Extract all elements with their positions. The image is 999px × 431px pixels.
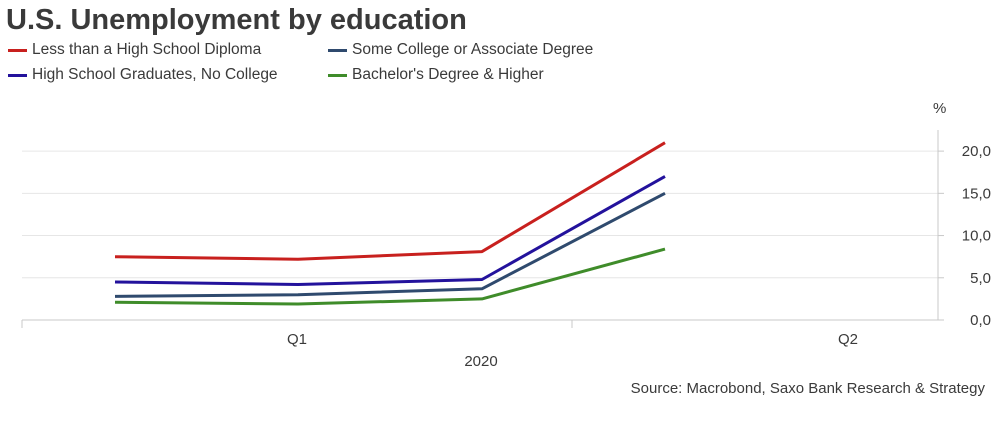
series-line-1: [114, 175, 666, 286]
y-tick-label: 0,0: [970, 312, 991, 329]
series-line-0: [114, 141, 666, 261]
legend-item-bachelors-degree: Bachelor's Degree & Higher: [328, 66, 544, 84]
legend-label: Bachelor's Degree & Higher: [352, 66, 544, 83]
source-note: Source: Macrobond, Saxo Bank Research & …: [630, 380, 985, 397]
legend-item-less-than-high-school: Less than a High School Diploma: [8, 41, 261, 59]
series-line-3: [114, 247, 666, 306]
y-axis-ticks: 0,0 5,0 10,0 15,0 20,0: [938, 143, 991, 329]
gridlines: [22, 150, 938, 279]
y-tick-label: 10,0: [962, 228, 991, 245]
y-tick-label: 20,0: [962, 143, 991, 160]
legend-label: High School Graduates, No College: [32, 66, 278, 83]
x-tick-label-q2: Q2: [838, 331, 858, 348]
legend-swatch: [328, 73, 347, 77]
legend-item-some-college: Some College or Associate Degree: [328, 41, 593, 59]
y-tick-label: 5,0: [970, 270, 991, 287]
legend-label: Less than a High School Diploma: [32, 41, 262, 58]
legend-label: Some College or Associate Degree: [352, 41, 594, 58]
legend-swatch: [8, 48, 27, 52]
legend-swatch: [8, 73, 27, 77]
series-line-2: [114, 191, 666, 298]
chart-title: U.S. Unemployment by education: [6, 4, 467, 36]
y-axis-unit: %: [933, 100, 946, 117]
legend-item-high-school-graduates: High School Graduates, No College: [8, 66, 278, 84]
y-tick-label: 15,0: [962, 185, 991, 202]
x-axis-year-label: 2020: [464, 353, 497, 370]
x-tick-label-q1: Q1: [287, 331, 307, 348]
legend-swatch: [328, 48, 347, 52]
series-lines: [114, 141, 666, 306]
